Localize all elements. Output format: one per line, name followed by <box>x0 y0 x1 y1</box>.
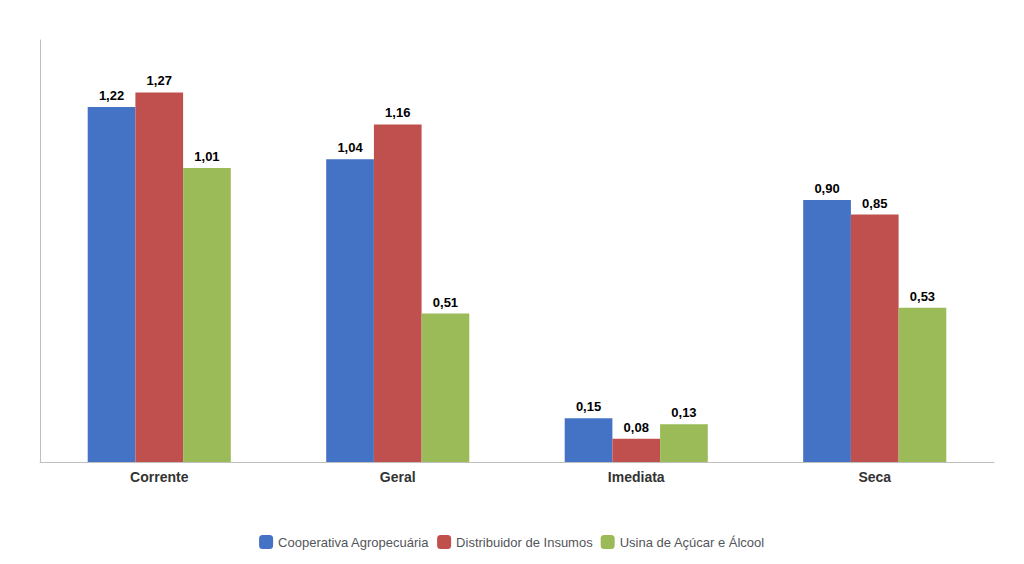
svg-text:1,22: 1,22 <box>99 88 124 103</box>
svg-text:Corrente: Corrente <box>130 469 189 485</box>
svg-text:1,27: 1,27 <box>147 73 172 88</box>
svg-text:0,53: 0,53 <box>910 289 935 304</box>
svg-text:0,51: 0,51 <box>433 295 458 310</box>
svg-text:0,13: 0,13 <box>671 405 696 420</box>
svg-text:Seca: Seca <box>858 469 891 485</box>
svg-text:Usina de Açúcar e Álcool: Usina de Açúcar e Álcool <box>620 535 765 550</box>
svg-text:0,90: 0,90 <box>814 181 839 196</box>
svg-text:Cooperativa Agropecuária: Cooperativa Agropecuária <box>278 535 429 550</box>
svg-text:Imediata: Imediata <box>608 469 665 485</box>
svg-text:1,01: 1,01 <box>194 149 219 164</box>
svg-text:0,85: 0,85 <box>862 196 887 211</box>
svg-text:0,15: 0,15 <box>576 399 601 414</box>
svg-text:Geral: Geral <box>380 469 416 485</box>
svg-text:1,04: 1,04 <box>337 140 363 155</box>
svg-text:1,16: 1,16 <box>385 105 410 120</box>
svg-text:0,08: 0,08 <box>624 420 649 435</box>
svg-text:Distribuidor de Insumos: Distribuidor de Insumos <box>456 535 593 550</box>
